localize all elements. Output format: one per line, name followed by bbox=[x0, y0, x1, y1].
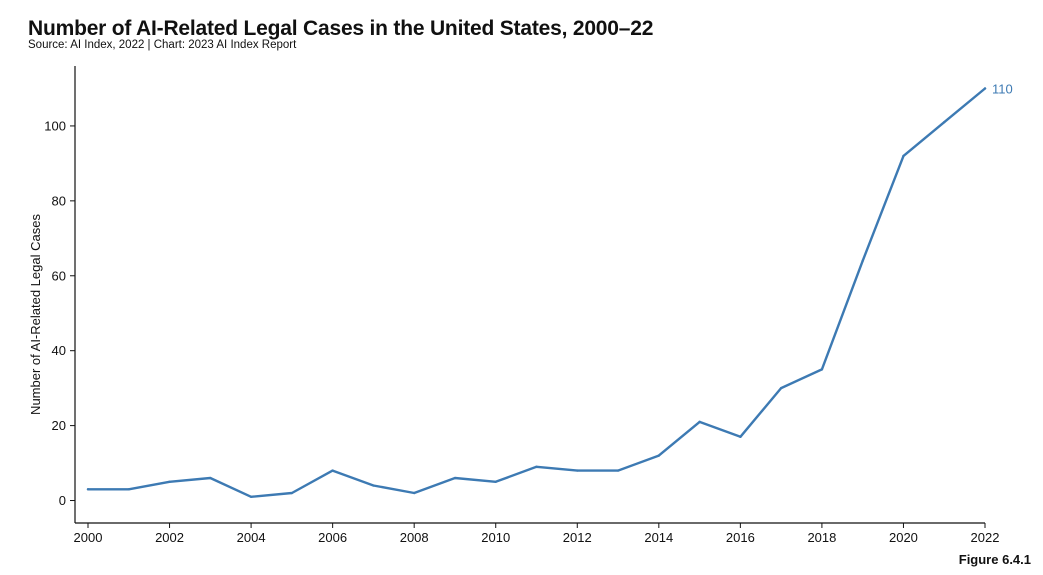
data-point bbox=[861, 259, 864, 262]
data-point bbox=[943, 120, 946, 124]
y-tick-label: 20 bbox=[52, 418, 66, 433]
end-value-label: 110 bbox=[992, 81, 1013, 96]
data-point bbox=[779, 386, 783, 390]
x-tick-label: 2020 bbox=[889, 530, 918, 545]
data-point bbox=[168, 480, 171, 483]
x-tick-label: 2014 bbox=[644, 530, 673, 545]
data-point bbox=[820, 368, 824, 371]
data-point bbox=[412, 491, 416, 495]
data-point bbox=[494, 480, 497, 483]
data-point bbox=[209, 476, 212, 480]
x-tick-label: 2000 bbox=[74, 530, 103, 545]
data-point bbox=[372, 484, 375, 487]
data-point bbox=[249, 495, 253, 498]
y-tick-label: 80 bbox=[52, 193, 66, 208]
x-tick-label: 2002 bbox=[155, 530, 184, 545]
y-tick-label: 40 bbox=[52, 343, 66, 358]
data-point bbox=[535, 465, 538, 469]
x-tick-label: 2008 bbox=[400, 530, 429, 545]
x-tick-label: 2018 bbox=[807, 530, 836, 545]
data-point bbox=[290, 491, 294, 495]
x-tick-label: 2010 bbox=[481, 530, 510, 545]
data-point bbox=[698, 420, 701, 424]
data-point bbox=[616, 469, 620, 472]
x-tick-label: 2004 bbox=[237, 530, 266, 545]
data-point bbox=[902, 154, 905, 158]
chart-title: Number of AI-Related Legal Cases in the … bbox=[28, 17, 654, 40]
series-line bbox=[86, 87, 987, 498]
figure-label: Figure 6.4.1 bbox=[958, 552, 1031, 567]
series-points bbox=[86, 87, 987, 498]
data-point bbox=[127, 488, 130, 491]
y-axis-label: Number of AI-Related Legal Cases bbox=[28, 214, 43, 415]
data-point bbox=[331, 469, 334, 472]
y-tick-label: 60 bbox=[52, 268, 66, 283]
x-tick-label: 2006 bbox=[318, 530, 347, 545]
x-tick-label: 2022 bbox=[971, 530, 1000, 545]
data-point bbox=[983, 87, 987, 90]
data-point bbox=[739, 435, 742, 439]
y-tick-label: 0 bbox=[59, 493, 66, 508]
y-tick-label: 100 bbox=[44, 118, 66, 133]
y-axis-ticks: 0 20 40 60 80 100 bbox=[44, 118, 75, 508]
chart-subtitle: Source: AI Index, 2022 | Chart: 2023 AI … bbox=[28, 39, 297, 51]
data-point bbox=[453, 476, 457, 480]
x-tick-label: 2012 bbox=[563, 530, 592, 545]
data-point bbox=[576, 469, 579, 472]
x-tick-label: 2016 bbox=[726, 530, 755, 545]
x-axis-ticks: 2000 2002 2004 2006 2008 2010 2012 2014 2016 2018… bbox=[74, 523, 1000, 545]
data-point bbox=[657, 454, 661, 457]
data-point bbox=[86, 488, 90, 491]
